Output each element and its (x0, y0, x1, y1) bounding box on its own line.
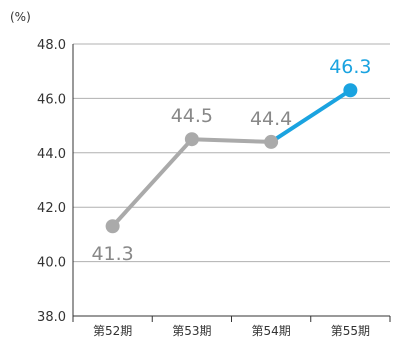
y-tick-label: 42.0 (37, 201, 66, 216)
y-tick-labels: 48.0 46.0 44.0 42.0 40.0 38.0 (37, 38, 66, 325)
axes (72, 44, 391, 322)
data-point (264, 134, 279, 149)
y-tick-label: 46.0 (37, 92, 66, 107)
x-tick-label: 第53期 (172, 324, 211, 338)
series-segment (189, 137, 274, 144)
series-lines (110, 88, 353, 229)
y-tick-label: 44.0 (37, 147, 66, 162)
data-label: 44.4 (250, 108, 292, 130)
data-label: 46.3 (329, 56, 371, 78)
data-label: 41.3 (91, 243, 133, 265)
data-label: 44.5 (171, 105, 213, 127)
data-point (105, 219, 120, 234)
y-tick-label: 38.0 (37, 310, 66, 325)
x-tick-label: 第52期 (93, 324, 132, 338)
series-segment (269, 88, 353, 144)
y-tick-label: 48.0 (37, 38, 66, 53)
x-tick-label: 第54期 (251, 324, 290, 338)
data-point (184, 132, 199, 147)
data-labels: 41.3 44.5 44.4 46.3 (91, 56, 371, 265)
y-unit-label: (%) (10, 10, 31, 24)
x-tick-label: 第55期 (331, 324, 370, 338)
series-segment (110, 137, 194, 229)
data-point (343, 83, 358, 98)
series-points (105, 83, 358, 234)
y-tick-label: 40.0 (37, 256, 66, 271)
x-tick-labels: 第52期 第53期 第54期 第55期 (93, 324, 370, 338)
